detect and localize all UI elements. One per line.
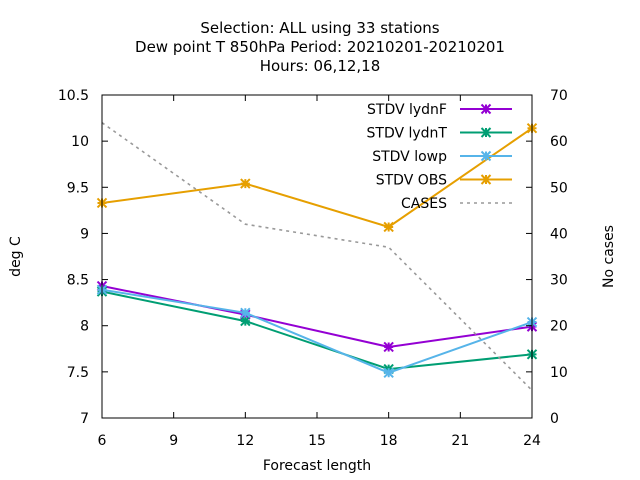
legend-label: STDV lydnF <box>367 102 447 118</box>
data-point <box>240 178 251 189</box>
legend-label: STDV lowp <box>372 149 447 165</box>
y-tick-label: 7.5 <box>67 365 89 381</box>
x-tick-label: 21 <box>451 433 469 449</box>
series-line <box>101 127 533 229</box>
legend-label: CASES <box>401 196 447 212</box>
legend-marker <box>480 103 492 115</box>
series-stdv-lydnf <box>96 280 538 353</box>
series-line <box>101 288 533 374</box>
axes: 6 9 12 15 18 21 24 7 7.5 8 8.5 9 9.5 10 10.5 0 10 20 30 40 5… <box>8 88 617 474</box>
y2-tick-label: 20 <box>550 319 568 335</box>
y-tick-label: 8 <box>80 319 89 335</box>
series-line <box>101 285 533 348</box>
legend-marker <box>480 127 492 138</box>
y-tick-label: 9.5 <box>67 180 89 196</box>
y2-tick-label: 40 <box>550 226 568 242</box>
y2-tick-label: 30 <box>550 273 568 289</box>
y-tick-label: 10.5 <box>58 88 89 104</box>
x-tick-label: 18 <box>380 433 398 449</box>
x-tick-label: 15 <box>308 433 326 449</box>
series-line <box>101 122 533 391</box>
plot-area <box>96 122 538 391</box>
y2-tick-label: 0 <box>550 411 559 427</box>
y-axis-label: deg C <box>8 236 24 277</box>
title-line: Dew point T 850hPa Period: 20210201-2021… <box>135 38 505 56</box>
x-tick-label: 6 <box>98 433 107 449</box>
y2-tick-label: 60 <box>550 134 568 150</box>
x-tick-label: 12 <box>236 433 254 449</box>
series-cases <box>101 122 533 391</box>
series-line <box>101 290 533 371</box>
legend-label: STDV OBS <box>376 173 447 189</box>
title-line: Hours: 06,12,18 <box>260 57 381 75</box>
data-point <box>240 315 251 327</box>
data-point <box>240 307 251 319</box>
y-tick-label: 9 <box>80 226 89 242</box>
legend-marker <box>480 174 492 185</box>
y-tick-label: 10 <box>71 134 89 150</box>
legend: STDV lydnF STDV lydnT STDV lowp STDV OBS CAS… <box>367 102 512 212</box>
plot-border <box>101 94 533 419</box>
x-tick-label: 9 <box>169 433 178 449</box>
data-point <box>383 367 394 378</box>
y2-tick-label: 50 <box>550 180 568 196</box>
legend-label: STDV lydnT <box>367 126 448 142</box>
y2-axis-label: No cases <box>601 225 617 288</box>
data-point <box>383 341 394 353</box>
title-line: Selection: ALL using 33 stations <box>200 19 439 37</box>
x-axis-label: Forecast length <box>263 458 371 474</box>
series-stdv-obs <box>96 123 538 233</box>
y2-tick-label: 10 <box>550 365 568 381</box>
data-point <box>383 221 394 233</box>
legend-marker <box>480 150 492 162</box>
y-tick-label: 7 <box>80 411 89 427</box>
y-tick-label: 8.5 <box>67 273 89 289</box>
y2-tick-label: 70 <box>550 88 568 104</box>
x-tick-label: 24 <box>523 433 541 449</box>
